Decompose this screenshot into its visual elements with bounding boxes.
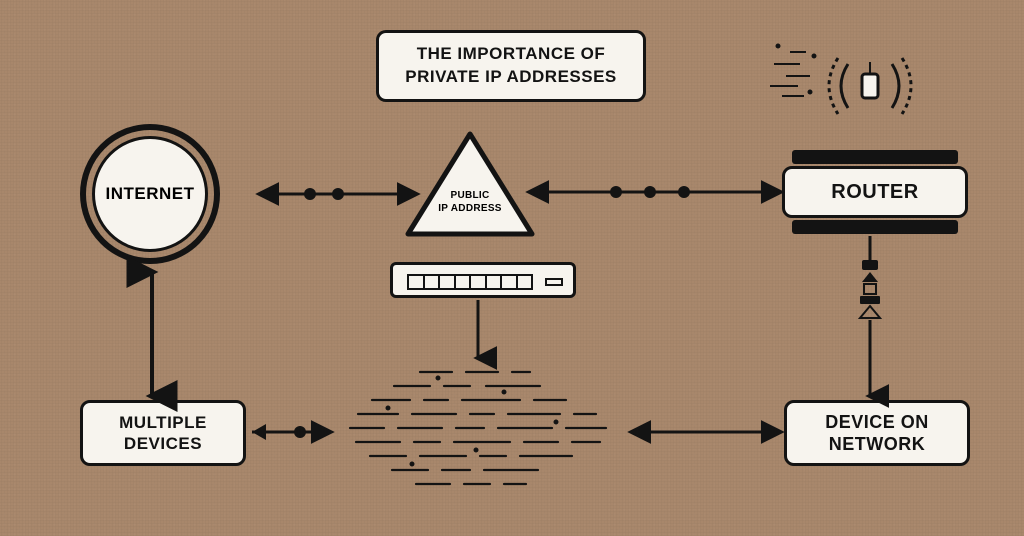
- switch-device: [390, 262, 576, 298]
- router-top-rail: [792, 150, 958, 164]
- device-on-network-box: DEVICE ONNETWORK: [784, 400, 970, 466]
- router-bottom-rail: [792, 220, 958, 234]
- public-ip-label-wrap: PUBLICIP ADDRESS: [428, 190, 512, 215]
- public-ip-label: PUBLICIP ADDRESS: [438, 190, 502, 214]
- title-box: THE IMPORTANCE OFPRIVATE IP ADDRESSES: [376, 30, 646, 102]
- router-box: ROUTER: [782, 166, 968, 218]
- data-cloud: [350, 372, 606, 484]
- signal-icon: [770, 45, 911, 115]
- internet-label: INTERNET: [106, 184, 195, 204]
- router-label: ROUTER: [831, 181, 918, 204]
- internet-inner-ring: INTERNET: [92, 136, 208, 252]
- device-on-network-label: DEVICE ONNETWORK: [825, 411, 929, 456]
- title-text: THE IMPORTANCE OFPRIVATE IP ADDRESSES: [405, 43, 617, 89]
- multiple-devices-box: MULTIPLEDEVICES: [80, 400, 246, 466]
- multiple-devices-label: MULTIPLEDEVICES: [119, 412, 207, 455]
